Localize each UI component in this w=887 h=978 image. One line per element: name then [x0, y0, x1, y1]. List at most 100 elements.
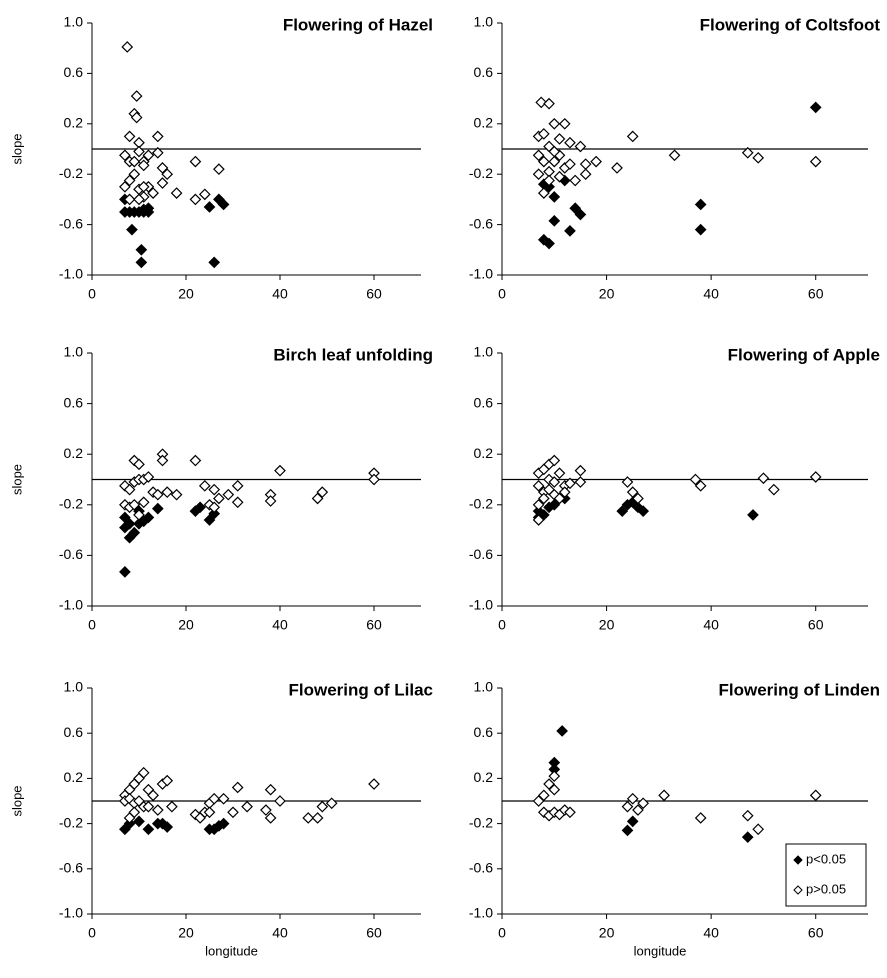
data-point	[133, 145, 145, 158]
data-point	[208, 792, 221, 805]
y-tick-label: -0.6	[59, 215, 83, 231]
data-point	[548, 155, 561, 168]
x-tick-label: 20	[178, 617, 194, 633]
x-tick-label: 20	[599, 617, 615, 633]
data-point	[747, 509, 759, 521]
data-point	[128, 526, 141, 539]
data-point	[142, 800, 155, 813]
data-point	[161, 168, 174, 181]
data-point	[632, 492, 644, 505]
data-point	[311, 812, 324, 824]
data-point	[227, 806, 239, 819]
panel-title: Flowering of Apple	[728, 345, 880, 364]
data-point	[231, 496, 244, 509]
y-tick-label: 0.2	[64, 769, 84, 785]
data-point	[558, 117, 571, 130]
data-point	[532, 514, 545, 526]
y-tick-label: -0.6	[469, 546, 493, 562]
data-point	[741, 809, 754, 822]
data-point	[621, 824, 634, 837]
data-point	[626, 486, 639, 498]
data-point	[123, 193, 136, 206]
data-point	[548, 145, 561, 158]
panel-title: Flowering of Hazel	[283, 15, 433, 34]
data-point	[564, 477, 576, 490]
data-point	[556, 725, 568, 737]
data-point	[156, 162, 169, 174]
data-point	[532, 795, 545, 807]
data-point	[548, 214, 561, 227]
x-tick-label: 0	[498, 617, 506, 633]
y-tick-label: -0.2	[59, 814, 83, 830]
data-point	[574, 140, 587, 153]
legend-marker	[793, 855, 803, 865]
data-point	[574, 208, 587, 221]
data-point	[231, 479, 244, 492]
x-tick-label: 40	[703, 925, 719, 941]
data-point	[741, 831, 754, 844]
data-point	[632, 501, 644, 514]
data-point	[537, 128, 550, 140]
y-tick-label: -1.0	[469, 266, 493, 282]
data-point	[156, 177, 169, 189]
data-point	[264, 783, 277, 796]
data-point	[316, 486, 329, 498]
x-tick-label: 60	[808, 617, 824, 633]
y-tick-label: -0.6	[469, 860, 493, 876]
legend-label: p>0.05	[806, 881, 846, 896]
data-point	[142, 149, 155, 162]
data-point	[151, 502, 164, 515]
data-point	[548, 770, 561, 782]
x-tick-label: 60	[366, 617, 382, 633]
data-point	[553, 467, 566, 480]
data-point	[637, 797, 650, 810]
data-point	[135, 243, 148, 256]
data-point	[133, 458, 145, 471]
data-point	[548, 498, 561, 511]
data-point	[142, 783, 155, 796]
x-tick-label: 40	[272, 925, 288, 941]
data-point	[590, 155, 602, 168]
y-tick-label: -0.2	[469, 165, 493, 181]
y-tick-label: -0.2	[59, 496, 83, 512]
data-point	[532, 479, 545, 492]
y-axis-label: slope	[9, 133, 24, 164]
y-tick-label: -1.0	[469, 905, 493, 921]
data-point	[189, 454, 202, 467]
x-tick-label: 20	[599, 925, 615, 941]
y-tick-label: 0.2	[64, 445, 84, 461]
x-tick-label: 40	[272, 286, 288, 302]
data-point	[694, 812, 707, 824]
data-point	[260, 804, 272, 816]
y-tick-label: -1.0	[59, 597, 83, 613]
data-point	[123, 130, 136, 143]
data-point	[548, 454, 561, 467]
panel-title: Flowering of Coltsfoot	[700, 15, 881, 34]
data-point	[532, 168, 545, 181]
x-tick-label: 0	[498, 286, 506, 302]
data-point	[368, 778, 380, 790]
data-point	[222, 488, 235, 501]
y-axis-label: slope	[9, 464, 24, 495]
x-tick-label: 0	[88, 617, 96, 633]
x-tick-label: 60	[366, 925, 382, 941]
data-point	[741, 146, 754, 159]
x-tick-label: 40	[703, 617, 719, 633]
data-point	[151, 817, 164, 830]
data-point	[213, 492, 225, 505]
x-tick-label: 20	[599, 286, 615, 302]
x-tick-label: 0	[88, 286, 96, 302]
data-point	[553, 170, 566, 183]
data-point	[208, 256, 221, 269]
data-point	[217, 198, 230, 211]
data-point	[151, 146, 164, 159]
data-point	[130, 90, 143, 102]
data-point	[137, 159, 150, 172]
data-point	[621, 800, 634, 813]
y-tick-label: -0.6	[469, 215, 493, 231]
data-point	[151, 804, 164, 816]
data-point	[752, 823, 765, 836]
data-point	[543, 174, 555, 187]
data-point	[558, 486, 571, 498]
x-tick-label: 60	[808, 286, 824, 302]
